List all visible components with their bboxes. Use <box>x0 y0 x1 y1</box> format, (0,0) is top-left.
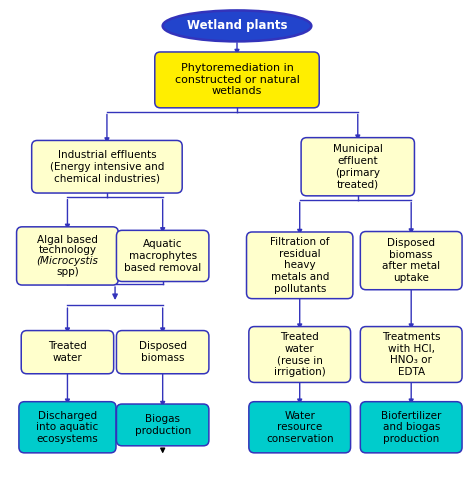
Text: (Microcystis: (Microcystis <box>36 256 99 266</box>
Text: Phytoremediation in
constructed or natural
wetlands: Phytoremediation in constructed or natur… <box>174 63 300 96</box>
FancyBboxPatch shape <box>246 232 353 298</box>
Text: Biogas
production: Biogas production <box>135 414 191 436</box>
Text: Treated
water
(reuse in
irrigation): Treated water (reuse in irrigation) <box>274 332 326 377</box>
Text: Discharged
into aquatic
ecosystems: Discharged into aquatic ecosystems <box>36 411 99 444</box>
FancyBboxPatch shape <box>117 404 209 446</box>
Text: Filtration of
residual
heavy
metals and
pollutants: Filtration of residual heavy metals and … <box>270 237 329 294</box>
FancyBboxPatch shape <box>117 230 209 282</box>
Text: Disposed
biomass
after metal
uptake: Disposed biomass after metal uptake <box>382 238 440 283</box>
FancyBboxPatch shape <box>360 327 462 382</box>
Ellipse shape <box>163 11 311 41</box>
Text: Wetland plants: Wetland plants <box>187 20 287 33</box>
Text: Municipal
effluent
(primary
treated): Municipal effluent (primary treated) <box>333 144 383 189</box>
FancyBboxPatch shape <box>21 331 114 374</box>
FancyBboxPatch shape <box>117 331 209 374</box>
Text: Disposed
biomass: Disposed biomass <box>139 342 187 363</box>
Text: Industrial effluents
(Energy intensive and
chemical industries): Industrial effluents (Energy intensive a… <box>50 150 164 183</box>
FancyBboxPatch shape <box>155 52 319 108</box>
FancyBboxPatch shape <box>249 402 351 453</box>
FancyBboxPatch shape <box>249 327 351 382</box>
Text: Water
resource
conservation: Water resource conservation <box>266 411 334 444</box>
FancyBboxPatch shape <box>19 402 116 453</box>
FancyBboxPatch shape <box>360 231 462 290</box>
Text: Treated
water: Treated water <box>48 342 87 363</box>
Text: Aquatic
macrophytes
based removal: Aquatic macrophytes based removal <box>124 240 201 273</box>
FancyBboxPatch shape <box>17 227 118 285</box>
Text: technology: technology <box>38 245 96 255</box>
FancyBboxPatch shape <box>360 402 462 453</box>
Text: Treatments
with HCl,
HNO₃ or
EDTA: Treatments with HCl, HNO₃ or EDTA <box>382 332 440 377</box>
Text: Biofertilizer
and biogas
production: Biofertilizer and biogas production <box>381 411 441 444</box>
Text: spp): spp) <box>56 267 79 277</box>
FancyBboxPatch shape <box>301 137 414 196</box>
FancyBboxPatch shape <box>32 140 182 193</box>
Text: Algal based: Algal based <box>37 235 98 245</box>
